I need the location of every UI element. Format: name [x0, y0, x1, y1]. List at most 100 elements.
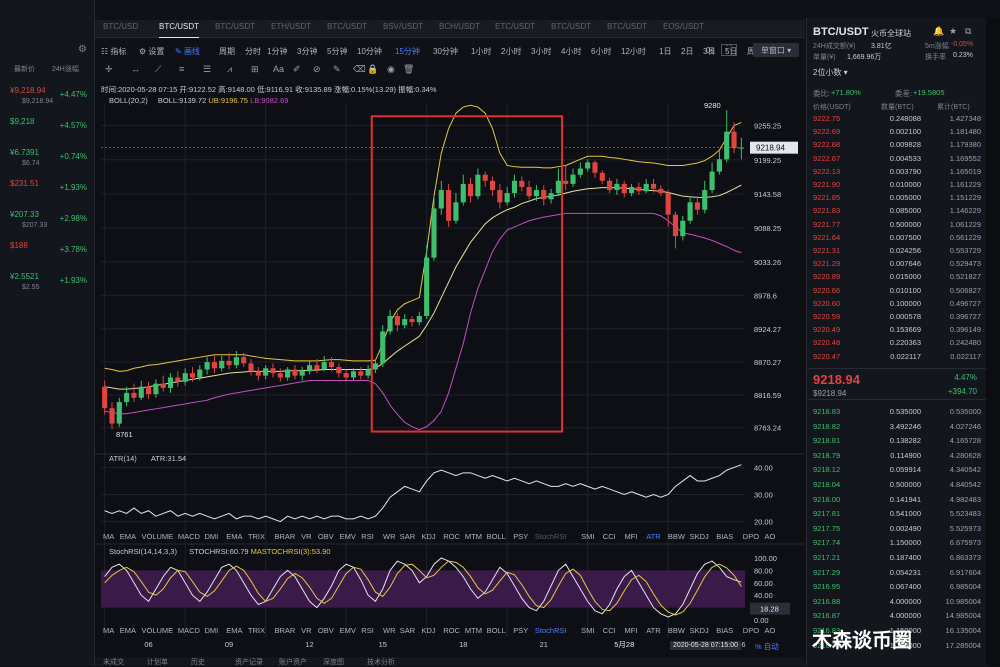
indicator-dmi[interactable]: DMI: [204, 532, 219, 541]
indicator-psy[interactable]: PSY: [513, 626, 529, 635]
brush-icon[interactable]: ✐: [293, 64, 301, 74]
indicator-brar[interactable]: BRAR: [274, 626, 296, 635]
ask-row[interactable]: 9221.64 0.007500 0.561229: [807, 232, 987, 243]
indicator-boll[interactable]: BOLL: [486, 626, 506, 635]
bid-row[interactable]: 9217.81 0.541000 5.523483: [807, 508, 987, 519]
indicator-smi[interactable]: SMI: [581, 532, 595, 541]
expand-icon[interactable]: ⧉: [965, 26, 972, 36]
ask-row[interactable]: 9222.67 0.004533 1.169552: [807, 153, 987, 164]
indicator-brar[interactable]: BRAR: [274, 532, 296, 541]
indicator-obv[interactable]: OBV: [317, 626, 334, 635]
ruler-icon[interactable]: ✎: [333, 64, 341, 74]
bid-row[interactable]: 9218.12 0.059914 4.340542: [807, 464, 987, 475]
watchlist-row[interactable]: ¥6.7391 $6.74 +0.74%: [0, 146, 95, 176]
ask-row[interactable]: 9221.85 0.005000 1.151229: [807, 192, 987, 203]
bid-row[interactable]: 9217.74 1.150000 6.675973: [807, 537, 987, 548]
interval-13[interactable]: 1日: [659, 47, 672, 56]
interval-11[interactable]: 6小时: [591, 47, 612, 56]
indicator-atr[interactable]: ATR: [646, 532, 661, 541]
indicator-boll[interactable]: BOLL: [486, 532, 506, 541]
tab-pair[interactable]: ETC/USDT: [495, 22, 535, 38]
indicator-sar[interactable]: SAR: [399, 626, 416, 635]
bid-row[interactable]: 9218.00 0.141941 4.982483: [807, 494, 987, 505]
bid-row[interactable]: 9217.75 0.002490 5.525973: [807, 523, 987, 534]
indicator-mtm[interactable]: MTM: [464, 626, 482, 635]
indicator-dpo[interactable]: DPO: [742, 532, 760, 541]
indicator-ao[interactable]: AO: [764, 626, 776, 635]
indicator-trix[interactable]: TRIX: [247, 626, 265, 635]
indicator-trix[interactable]: TRIX: [247, 532, 265, 541]
indicator-roc[interactable]: ROC: [443, 532, 460, 541]
bottom-tab[interactable]: 深度图: [323, 659, 344, 666]
indicator-mtm[interactable]: MTM: [464, 532, 482, 541]
watchlist-row[interactable]: $231.51 +1.93%: [0, 177, 95, 207]
bid-row[interactable]: 9216.83 1.150000 16.135004: [807, 625, 987, 636]
indicator-mfi[interactable]: MFI: [624, 532, 638, 541]
tab-pair[interactable]: BSV/USDT: [383, 22, 423, 38]
indicator-roc[interactable]: ROC: [443, 626, 460, 635]
interval-2[interactable]: 3分钟: [297, 47, 318, 56]
interval-4[interactable]: 10分钟: [357, 47, 382, 56]
magnet-icon[interactable]: ⊘: [313, 64, 321, 74]
indicator-volume[interactable]: VOLUME: [141, 626, 174, 635]
bell-icon[interactable]: 🔔: [933, 26, 945, 36]
indicator-emv[interactable]: EMV: [339, 626, 356, 635]
indicator-psy[interactable]: PSY: [513, 532, 529, 541]
indicator-ma[interactable]: MA: [103, 532, 115, 541]
text-icon[interactable]: Aa: [273, 64, 285, 74]
draw-button[interactable]: ✎ 画线: [175, 47, 200, 56]
channel-icon[interactable]: ☰: [203, 64, 212, 74]
indicator-ema[interactable]: EMA: [226, 532, 243, 541]
indicator-ema[interactable]: EMA: [119, 626, 137, 635]
interval-10[interactable]: 4小时: [561, 47, 582, 56]
fib-icon[interactable]: ≡: [179, 64, 185, 74]
indicator-mfi[interactable]: MFI: [624, 626, 638, 635]
ask-row[interactable]: 9220.48 0.220363 0.242480: [807, 337, 987, 348]
interval-12[interactable]: 12小时: [621, 47, 646, 56]
tab-pair[interactable]: BTC/USDT: [327, 22, 367, 38]
indicator-skdj[interactable]: SKDJ: [689, 626, 709, 635]
tab-pair[interactable]: BTC/USDT: [159, 22, 199, 38]
bid-row[interactable]: 9218.83 0.535000 0.535000: [807, 406, 987, 417]
delete-icon[interactable]: 🗑: [403, 64, 415, 74]
indicator-stochrsi[interactable]: StochRSI: [534, 626, 567, 635]
bottom-tab[interactable]: 未成交: [103, 659, 124, 666]
ask-row[interactable]: 9222.68 0.009828 1.179380: [807, 139, 987, 150]
chart-svg[interactable]: 9255.25 9199.25 9143.58 9088.25 9033.26 8978.…: [95, 82, 805, 657]
ask-row[interactable]: 9221.83 0.085000 1.146229: [807, 205, 987, 216]
indicator-bbw[interactable]: BBW: [667, 626, 685, 635]
interval-15[interactable]: 3日: [703, 47, 716, 56]
bottom-tab[interactable]: 历史: [191, 659, 205, 666]
interval-9[interactable]: 3小时: [531, 47, 552, 56]
chart-area[interactable]: 9255.25 9199.25 9143.58 9088.25 9033.26 8978.…: [95, 82, 805, 657]
ask-row[interactable]: 9220.60 0.100000 0.496727: [807, 298, 987, 309]
indicator-macd[interactable]: MACD: [177, 626, 200, 635]
tab-pair[interactable]: BCH/USDT: [439, 22, 480, 38]
indicator-emv[interactable]: EMV: [339, 532, 356, 541]
interval-8[interactable]: 2小时: [501, 47, 522, 56]
indicator-bbw[interactable]: BBW: [667, 532, 685, 541]
interval-6[interactable]: 30分钟: [433, 47, 458, 56]
ask-row[interactable]: 9222.69 0.002100 1.181480: [807, 126, 987, 137]
indicator-ema[interactable]: EMA: [226, 626, 243, 635]
indicator-ao[interactable]: AO: [764, 532, 776, 541]
ray-icon[interactable]: ⟋: [155, 64, 162, 74]
ask-row[interactable]: 9220.49 0.153669 0.396149: [807, 324, 987, 335]
indicator-wr[interactable]: WR: [383, 626, 396, 635]
tab-pair[interactable]: ETH/USDT: [271, 22, 311, 38]
watchlist-row[interactable]: ¥207.33 $207.33 +2.98%: [0, 208, 95, 238]
indicator-rsi[interactable]: RSI: [361, 532, 374, 541]
eraser-icon[interactable]: ⌫: [353, 64, 366, 74]
tab-pair[interactable]: BTC/USDT: [607, 22, 647, 38]
settings-icon[interactable]: ⚙: [78, 44, 87, 55]
indicator-rsi[interactable]: RSI: [361, 626, 374, 635]
grid-icon[interactable]: ⊞: [251, 64, 259, 74]
tab-pair[interactable]: BTC/USD: [103, 22, 138, 38]
indicator-bias[interactable]: BIAS: [716, 626, 734, 635]
interval-3[interactable]: 5分钟: [327, 47, 348, 56]
fullscreen-icon[interactable]: ⛶: [721, 44, 737, 56]
indicator-sar[interactable]: SAR: [399, 532, 416, 541]
watchlist-row[interactable]: ¥9,218.94 $9,218.94 +4.47%: [0, 84, 95, 114]
ask-row[interactable]: 9221.77 0.500000 1.061229: [807, 219, 987, 230]
indicator-atr[interactable]: ATR: [646, 626, 661, 635]
